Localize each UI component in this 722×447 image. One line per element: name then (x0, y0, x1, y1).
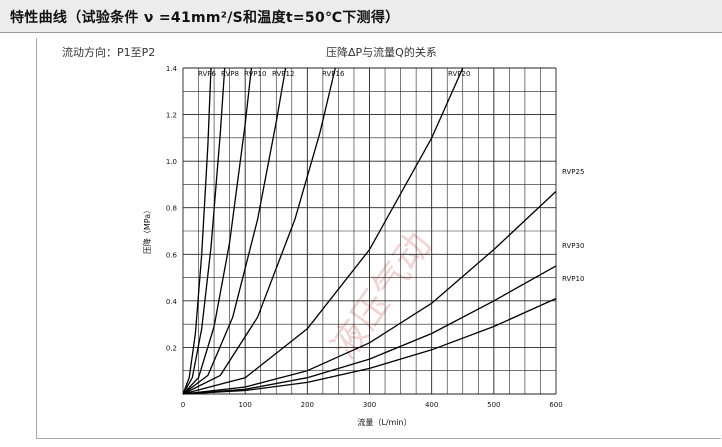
y-tick-label: 1.2 (166, 112, 177, 120)
x-tick-label: 600 (549, 401, 562, 409)
x-tick-label: 0 (181, 401, 185, 409)
series-line-rvp8-1 (182, 67, 226, 395)
watermark-text: 液压气动 (323, 225, 439, 366)
series-label-rvp20-5: RVP20 (448, 70, 470, 78)
x-tick-label: 100 (238, 401, 251, 409)
y-tick-label: 0.2 (166, 344, 177, 352)
series-line-rvp30-7 (182, 265, 557, 395)
series-line-rvp6-0 (182, 67, 212, 395)
series-line-rvp25-6 (182, 190, 557, 395)
chart-title: 压降ΔP与流量Q的关系 (326, 46, 437, 59)
header-bar: 特性曲线（试验条件 ν =41mm²/S和温度t=50℃下测得） (0, 0, 722, 33)
y-tick-label: 1.0 (166, 158, 177, 166)
series-line-rvp20-5 (182, 67, 464, 395)
series-label-rvp12-3: RVP12 (272, 70, 294, 78)
series-line-rvp16-4 (182, 67, 336, 395)
y-tick-label: 0.6 (166, 251, 178, 259)
page-title: 特性曲线（试验条件 ν =41mm²/S和温度t=50℃下测得） (10, 10, 400, 26)
x-tick-label: 400 (425, 401, 438, 409)
y-axis-title: 压降（MPa） (142, 206, 152, 254)
series-label-rvp8-1: RVP8 (221, 70, 239, 78)
series-label-rvp10-2: RVP10 (244, 70, 266, 78)
x-axis-title: 流量（L/min） (357, 417, 411, 427)
series-line-rvp10-2 (182, 67, 253, 395)
series-label-rvp6-0: RVP6 (198, 70, 216, 78)
chart-panel (36, 38, 721, 439)
x-tick-label: 500 (487, 401, 500, 409)
flow-direction-label: 流动方向：P1至P2 (62, 46, 156, 59)
series-label-rvp16-4: RVP16 (322, 70, 345, 78)
x-tick-label: 200 (301, 401, 314, 409)
series-line-rvp12-3 (182, 67, 287, 395)
y-tick-label: 0.4 (166, 298, 178, 306)
series-label-rvp30-7: RVP30 (562, 242, 584, 250)
y-tick-label: 0.8 (166, 205, 177, 213)
x-tick-label: 300 (363, 401, 376, 409)
series-label-rvp10-8: RVP10 (562, 275, 584, 283)
series-line-rvp10-8 (182, 297, 557, 395)
y-tick-label: 1.4 (166, 65, 178, 73)
series-label-rvp25-6: RVP25 (562, 168, 584, 176)
